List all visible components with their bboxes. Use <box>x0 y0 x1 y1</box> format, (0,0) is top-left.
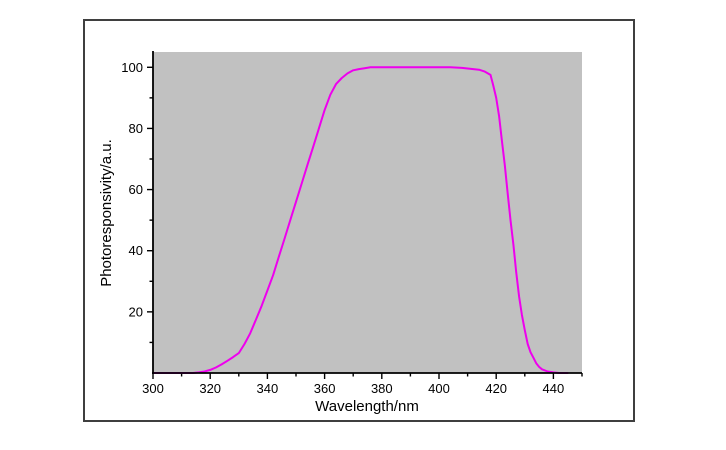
chart-canvas: 300 320 340 360 380 400 420 440 20 40 60 80 100 Wave… <box>98 51 583 415</box>
axis-tick-labels: 300 320 340 360 380 400 420 440 20 40 60 80 100 <box>121 60 564 396</box>
y-tick-label: 40 <box>129 243 143 258</box>
x-tick-label: 400 <box>428 381 450 396</box>
x-axis-title: Wavelength/nm <box>315 398 419 415</box>
x-tick-label: 320 <box>199 381 221 396</box>
photoresponsivity-curve <box>152 66 569 374</box>
x-tick-label: 300 <box>142 381 164 396</box>
plot-area <box>153 52 582 373</box>
y-tick-label: 60 <box>129 182 143 197</box>
y-tick-label: 20 <box>129 304 143 319</box>
figure-window: 300 320 340 360 380 400 420 440 20 40 60 80 100 Wave… <box>83 19 635 422</box>
x-tick-label: 440 <box>543 381 565 396</box>
y-tick-label: 100 <box>121 60 143 75</box>
y-axis-title: Photoresponsivity/a.u. <box>98 139 115 287</box>
x-tick-label: 420 <box>485 381 507 396</box>
x-tick-label: 340 <box>257 381 279 396</box>
y-tick-label: 80 <box>129 121 143 136</box>
x-tick-label: 380 <box>371 381 393 396</box>
x-tick-label: 360 <box>314 381 336 396</box>
